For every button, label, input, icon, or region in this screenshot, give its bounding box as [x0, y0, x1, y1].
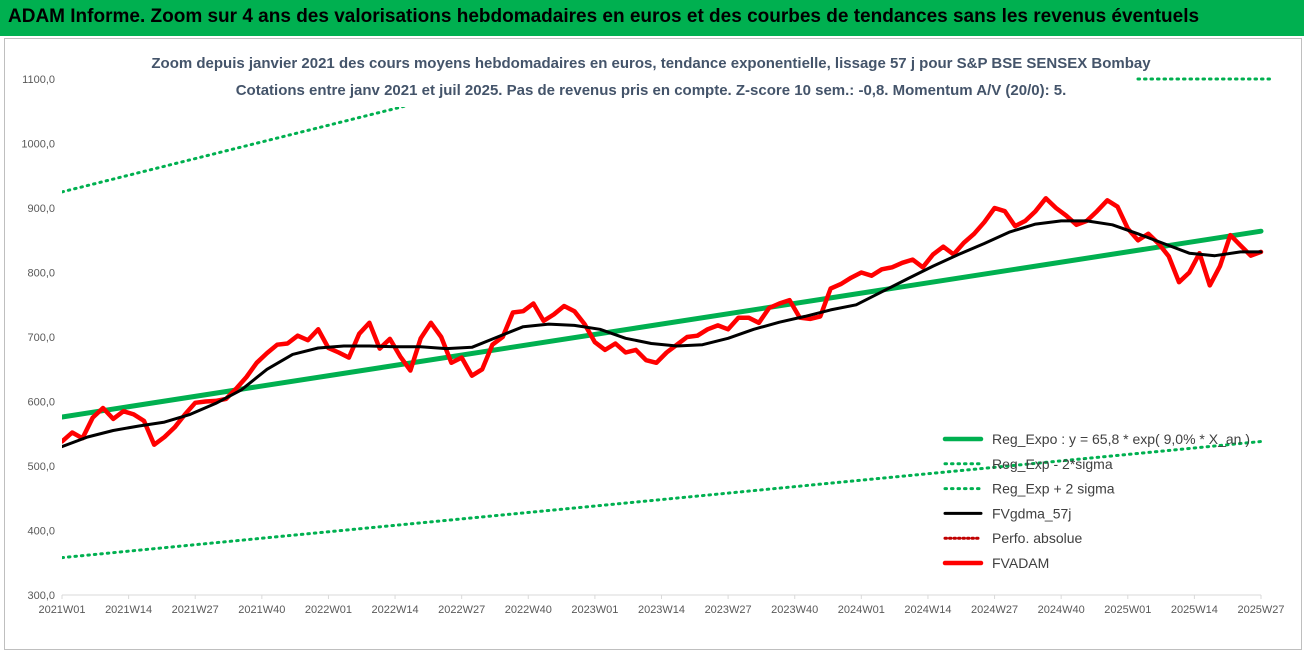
- legend-label: FVADAM: [992, 555, 1049, 571]
- legend-label: FVgdma_57j: [992, 505, 1071, 521]
- legend-label: Perfo. absolue: [992, 530, 1082, 546]
- x-tick-label: 2023W14: [638, 604, 685, 616]
- legend-label: Reg_Exp + 2 sigma: [992, 481, 1115, 497]
- chart-subtitle: Cotations entre janv 2021 et juil 2025. …: [236, 82, 1067, 99]
- x-tick-label: 2024W01: [838, 604, 885, 616]
- x-tick-label: 2023W40: [771, 604, 818, 616]
- y-axis: 300,0 400,0 500,0 600,0 700,0 800,0 900,0 1000,…: [21, 74, 55, 602]
- x-tick-label: 2021W27: [172, 604, 219, 616]
- header-banner: ADAM Informe. Zoom sur 4 ans des valoris…: [0, 0, 1304, 36]
- line-chart: 300,0 400,0 500,0 600,0 700,0 800,0 900,0 1000,…: [21, 45, 1285, 616]
- x-tick-label: 2021W40: [238, 604, 285, 616]
- x-tick-label: 2025W01: [1104, 604, 1151, 616]
- x-tick-label: 2022W40: [505, 604, 552, 616]
- x-tick-label: 2024W14: [904, 604, 951, 616]
- x-tick-label: 2023W27: [705, 604, 752, 616]
- trend-line: [62, 228, 1264, 420]
- y-tick-label: 400,0: [27, 526, 55, 538]
- plot-series: [62, 75, 1264, 560]
- x-tick-label: 2025W14: [1171, 604, 1218, 616]
- y-tick-label: 700,0: [27, 332, 55, 344]
- mma-line: [62, 219, 1263, 449]
- x-tick-label: 2022W01: [305, 604, 352, 616]
- lower-band-line: [62, 440, 1263, 560]
- title-backdrop: [174, 45, 1129, 107]
- x-tick-label: 2024W40: [1038, 604, 1085, 616]
- y-tick-label: 500,0: [27, 461, 55, 473]
- x-tick-label: 2021W14: [105, 604, 152, 616]
- y-tick-label: 600,0: [27, 397, 55, 409]
- y-tick-label: 800,0: [27, 268, 55, 280]
- x-tick-label: 2024W27: [971, 604, 1018, 616]
- page-title: ADAM Informe. Zoom sur 4 ans des valoris…: [8, 6, 1200, 27]
- legend: Reg_Expo : y = 65,8 * exp( 9,0% * X_an )…: [942, 431, 1250, 571]
- x-tick-label: 2023W01: [571, 604, 618, 616]
- x-tick-label: 2021W01: [38, 604, 85, 616]
- y-tick-label: 1100,0: [22, 74, 55, 86]
- y-tick-label: 900,0: [27, 203, 55, 215]
- y-tick-label: 300,0: [27, 590, 55, 602]
- fvadam-line: [62, 196, 1264, 447]
- legend-label: Reg_Expo : y = 65,8 * exp( 9,0% * X_an ): [992, 431, 1250, 447]
- legend-label: Reg_Exp - 2*sigma: [992, 456, 1113, 472]
- y-tick-label: 1000,0: [21, 139, 55, 151]
- x-tick-label: 2022W14: [372, 604, 419, 616]
- chart-frame: 300,0 400,0 500,0 600,0 700,0 800,0 900,0 1000,…: [4, 38, 1302, 650]
- x-axis: 2021W01 2021W14 2021W27 2021W40 2022W01 2022W…: [38, 594, 1285, 616]
- x-tick-label: 2025W27: [1237, 604, 1284, 616]
- x-tick-label: 2022W27: [438, 604, 485, 616]
- chart-title: Zoom depuis janvier 2021 des cours moyen…: [151, 55, 1151, 72]
